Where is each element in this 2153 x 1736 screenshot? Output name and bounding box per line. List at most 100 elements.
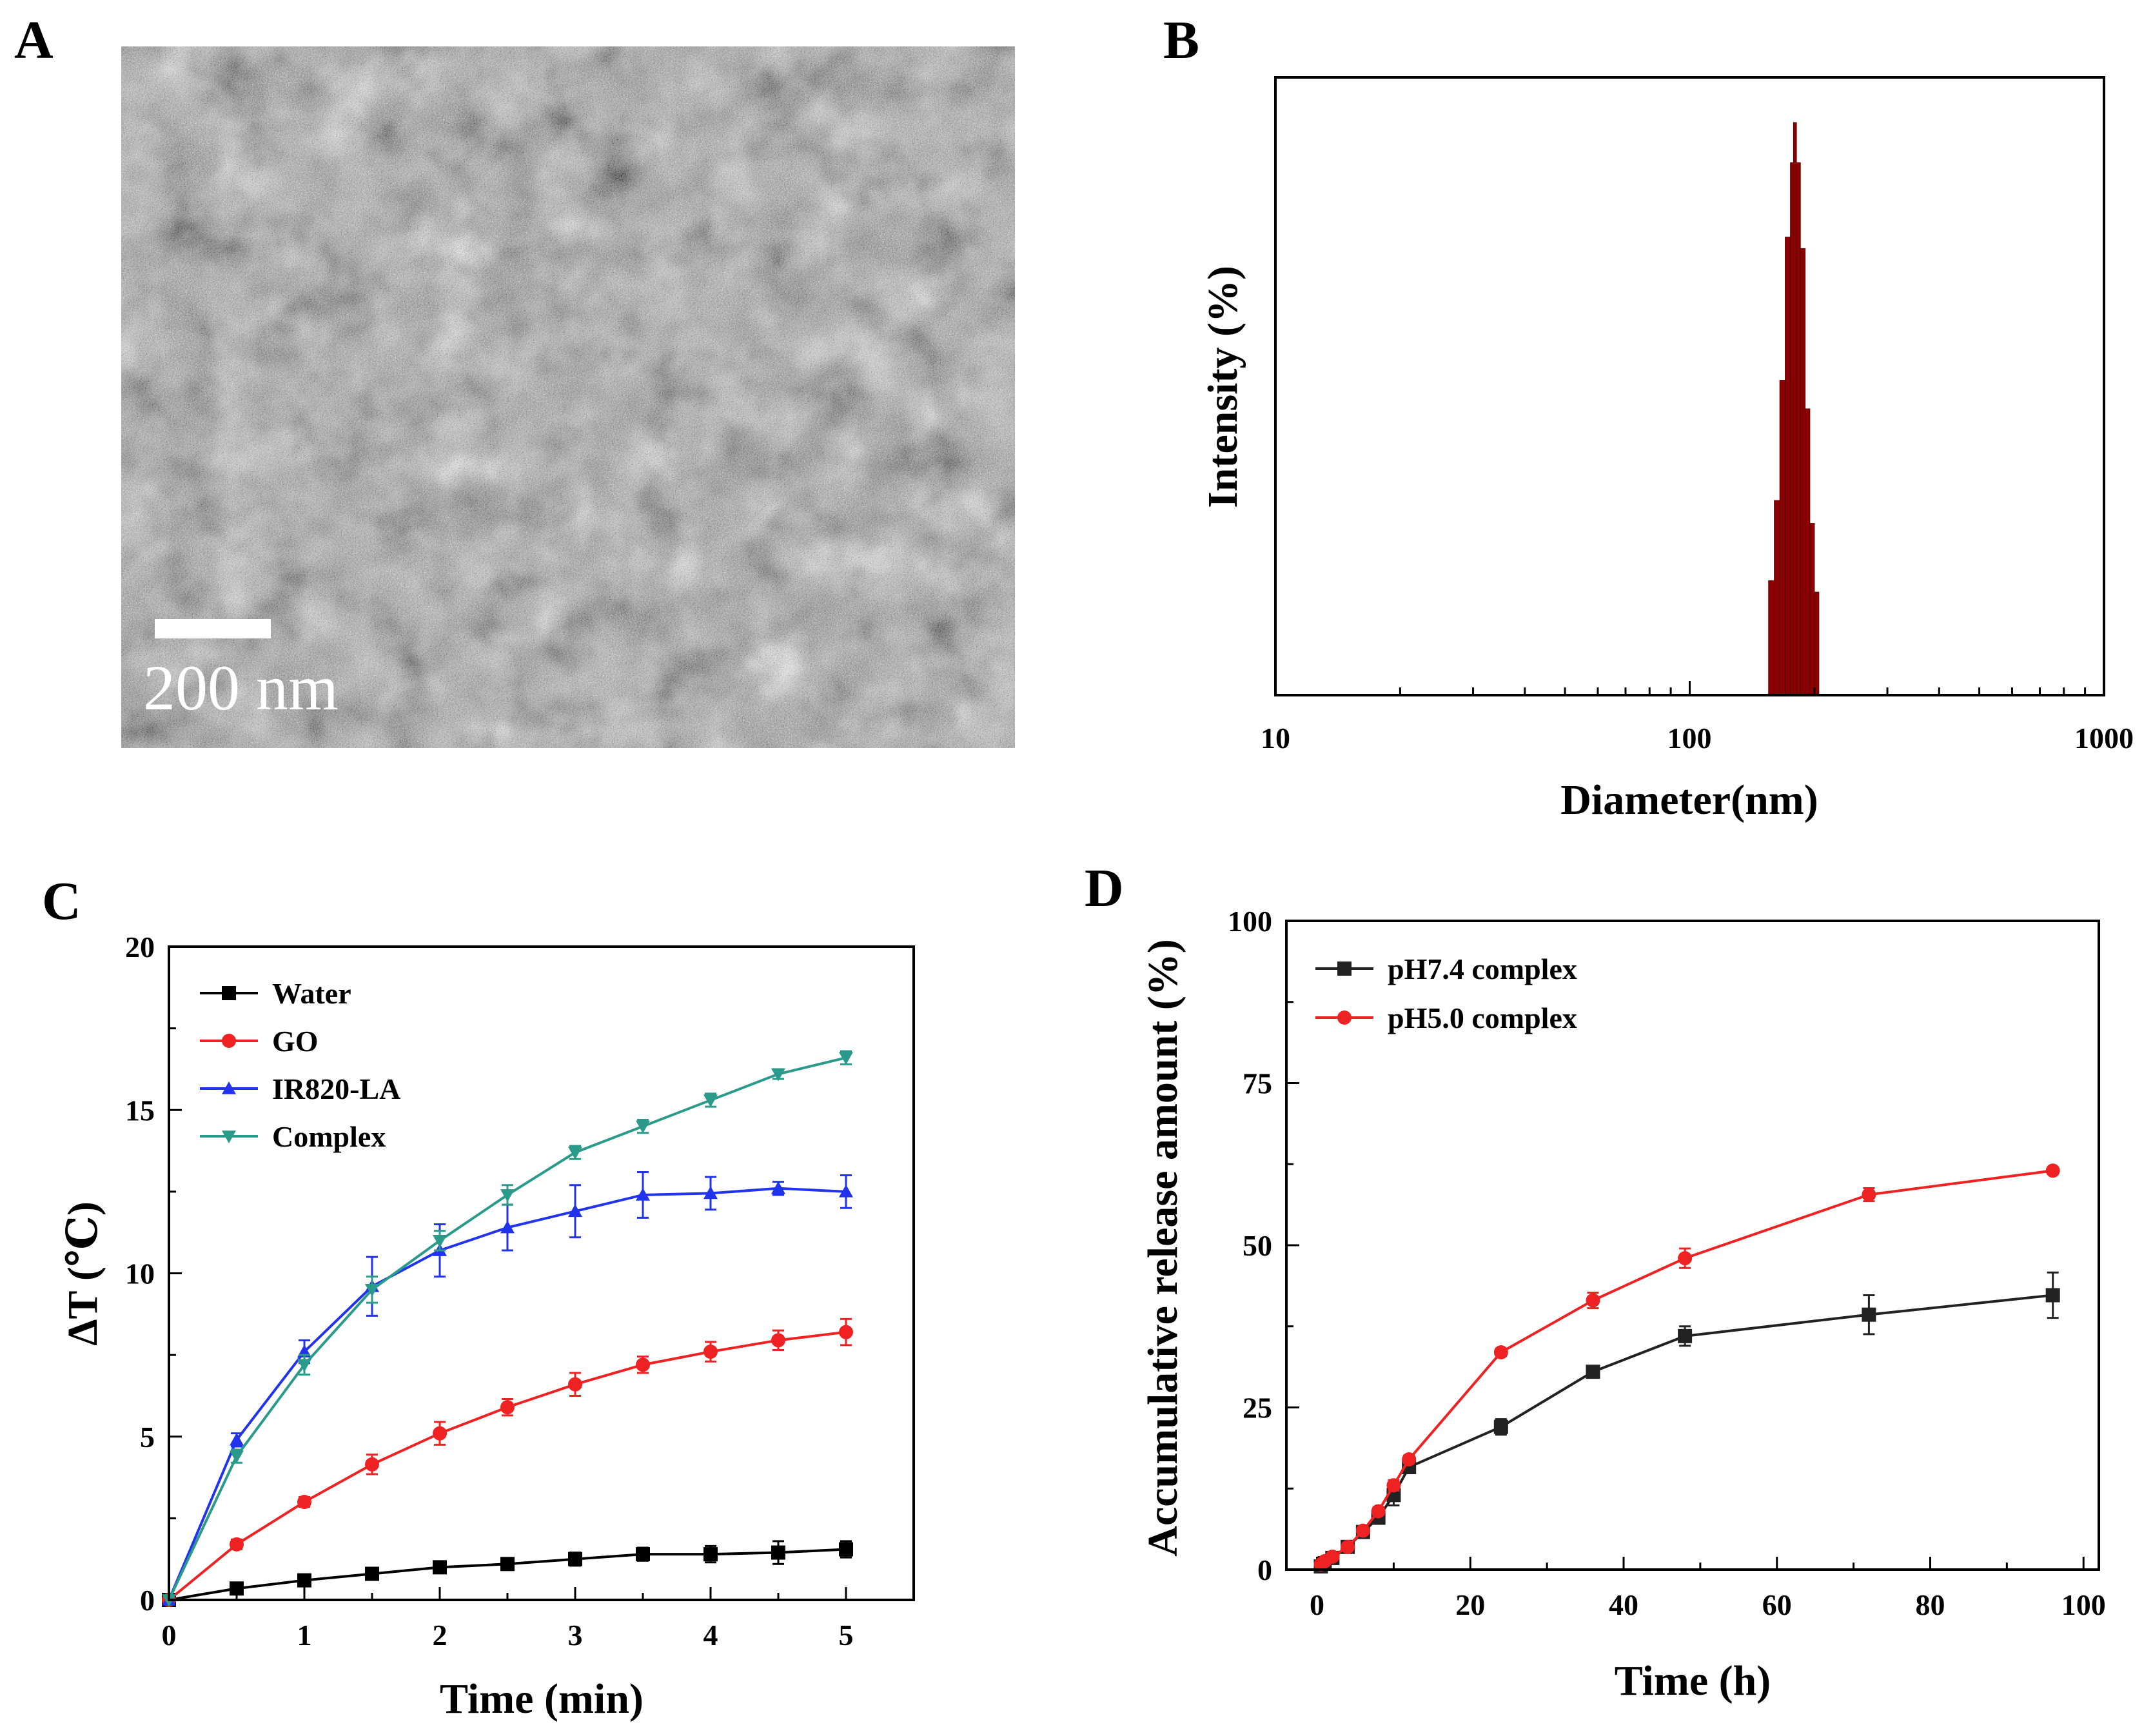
legend-marker <box>222 1130 236 1143</box>
legend-label: Complex <box>272 1120 386 1153</box>
y-tick-label: 75 <box>1243 1067 1272 1100</box>
size-distribution-bars <box>1768 122 1820 696</box>
y-tick-label: 0 <box>1257 1554 1272 1586</box>
data-point <box>1371 1504 1386 1519</box>
data-point <box>297 1573 311 1588</box>
data-point <box>771 1068 785 1081</box>
x-tick-label: 100 <box>2061 1588 2106 1621</box>
legend-label: pH5.0 complex <box>1388 1001 1577 1034</box>
scale-bar <box>155 619 271 638</box>
data-point <box>839 1325 853 1339</box>
legend-marker <box>222 986 236 1000</box>
data-point <box>230 1450 244 1464</box>
panel-b-x-axis-title: Diameter(nm) <box>1560 776 1818 824</box>
legend-marker <box>222 1034 236 1048</box>
data-point <box>1341 1539 1355 1554</box>
legend-label: pH7.4 complex <box>1388 952 1577 985</box>
panel-c-letter: C <box>42 871 81 931</box>
series-ph7-4-complex <box>1313 1271 2060 1573</box>
series-go <box>162 1317 853 1607</box>
y-tick-label: 100 <box>1228 905 1272 938</box>
panel-c-x-axis-title: Time (min) <box>440 1675 644 1722</box>
data-point <box>230 1537 244 1552</box>
data-point <box>839 1052 853 1065</box>
y-tick-label: 10 <box>125 1258 155 1290</box>
data-point <box>230 1432 244 1446</box>
panel-d-axes: 0 20 40 60 80 100 0 25 50 75 100 <box>1228 905 2106 1621</box>
data-point <box>703 1345 718 1359</box>
legend-label: GO <box>272 1025 319 1058</box>
panel-d-legend: pH7.4 complex pH5.0 complex <box>1315 952 1577 1034</box>
tem-image <box>121 46 1015 748</box>
data-point <box>297 1495 311 1510</box>
x-tick-label: 1000 <box>2074 722 2134 755</box>
data-point <box>500 1557 515 1572</box>
panel-c-legend: Water GO IR820-LA Complex <box>200 977 400 1153</box>
x-tick-label: 10 <box>1261 722 1290 755</box>
panel-b-x-ticks <box>1274 681 2105 695</box>
series-complex <box>162 1050 853 1607</box>
data-point <box>365 1566 379 1581</box>
panel-d-letter: D <box>1085 858 1124 918</box>
histogram-bar <box>1796 162 1801 696</box>
data-point <box>1678 1328 1693 1343</box>
data-point <box>1402 1452 1417 1466</box>
panel-d-y-axis-title: Accumulative release amount (%) <box>1139 939 1186 1556</box>
data-point <box>568 1552 582 1566</box>
data-point <box>2045 1163 2060 1178</box>
data-point <box>365 1457 379 1472</box>
data-point <box>500 1220 515 1234</box>
x-tick-label: 40 <box>1609 1588 1638 1621</box>
series-ir820-la <box>162 1170 853 1606</box>
histogram-bar <box>1814 591 1820 696</box>
panel-c-plot-frame <box>168 945 915 1601</box>
y-tick-label: 5 <box>140 1421 155 1454</box>
x-tick-label: 100 <box>1667 722 1712 755</box>
y-tick-label: 50 <box>1243 1229 1272 1262</box>
x-tick-label: 4 <box>703 1619 718 1652</box>
data-point <box>636 1120 650 1134</box>
panel-c-series <box>162 1050 853 1607</box>
panel-d-x-axis-title: Time (h) <box>1615 1657 1771 1704</box>
data-point <box>1493 1419 1508 1434</box>
series-water <box>162 1540 853 1607</box>
series-ph5-0-complex <box>1313 1163 2060 1572</box>
panel-a-letter: A <box>14 10 54 70</box>
panel-b: B 10 100 1000 Diameter(nm) Intensity (%) <box>1163 10 2134 824</box>
data-point <box>500 1400 515 1415</box>
data-point <box>703 1186 718 1199</box>
histogram-bar <box>1768 580 1775 696</box>
histogram-bar <box>1793 122 1797 696</box>
tem-image-texture <box>121 46 1015 748</box>
data-point <box>771 1545 785 1560</box>
x-tick-label: 20 <box>1455 1588 1485 1621</box>
series-line <box>168 1548 847 1601</box>
histogram-bar <box>1790 162 1794 696</box>
y-tick-label: 25 <box>1243 1392 1272 1425</box>
legend-marker <box>1337 962 1352 976</box>
data-point <box>1325 1549 1340 1564</box>
data-point <box>636 1547 650 1562</box>
y-tick-label: 20 <box>125 931 155 963</box>
data-point <box>1862 1307 1876 1322</box>
data-point <box>771 1181 785 1194</box>
data-point <box>365 1284 379 1297</box>
data-point <box>1678 1251 1693 1266</box>
legend-label: Water <box>272 977 351 1010</box>
data-point <box>839 1542 853 1557</box>
data-point <box>636 1357 650 1372</box>
scale-bar-label: 200 nm <box>143 652 339 724</box>
data-point <box>433 1235 447 1248</box>
panel-d-series <box>1313 1163 2060 1573</box>
x-tick-label: 0 <box>1310 1588 1324 1621</box>
data-point <box>1862 1187 1876 1202</box>
panel-c-y-axis-title: ΔT (℃) <box>59 1201 106 1346</box>
x-tick-label: 0 <box>162 1619 177 1652</box>
legend-marker <box>222 1081 236 1094</box>
data-point <box>1586 1293 1600 1308</box>
data-point <box>433 1426 447 1441</box>
panel-a: A 200 nm <box>14 10 1015 748</box>
